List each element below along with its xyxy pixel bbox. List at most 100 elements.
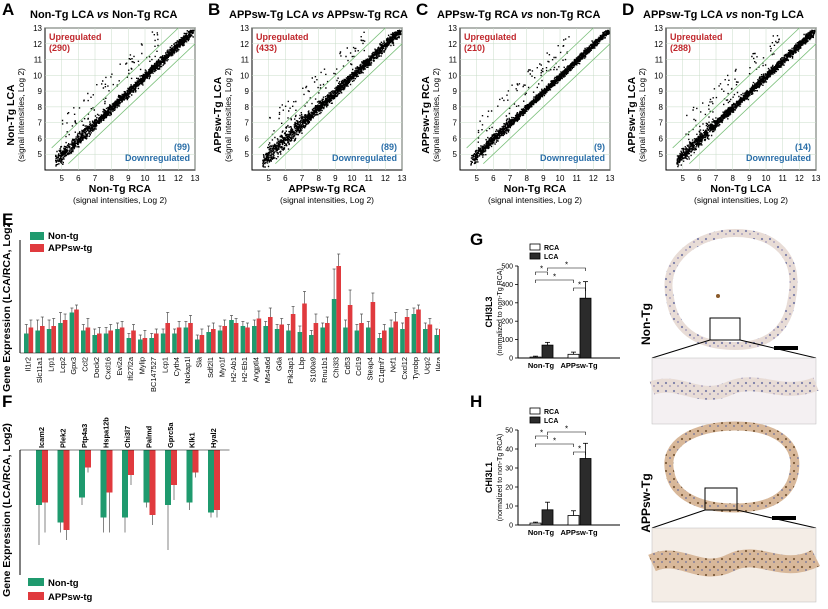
bar-f-appsw (106, 450, 113, 493)
y-tick-label: 8 (659, 103, 664, 112)
bar-e-appsw (359, 323, 364, 353)
x-tick-label: 6 (283, 174, 288, 183)
bar-e-nontg (195, 339, 200, 353)
yticks-a: 5 6 7 8 9 10 11 12 13 (33, 24, 42, 159)
significance-bracket (573, 451, 586, 455)
bar-e-appsw (233, 323, 239, 353)
xlabel-sub-b: (signal intensities, Log 2) (280, 195, 374, 205)
y-tick-label: 8 (38, 103, 43, 112)
zoom-box-top (709, 317, 741, 341)
significance-bracket (547, 267, 586, 271)
gene-label: Chi3l3 (331, 357, 340, 378)
bar-f-nontg (36, 450, 42, 505)
significance-bracket (535, 443, 574, 447)
gene-label: Ptp4a3 (80, 424, 89, 448)
significance-mark: * (578, 281, 581, 290)
legend-label-appsw: APPsw-tg (48, 243, 93, 254)
x-tick-label: 10 (762, 174, 771, 183)
gene-label: Ucp2 (423, 357, 432, 374)
scatter-panel-d: APPsw-Tg LCA vs non-Tg LCA APPsw-Tg LCA … (626, 9, 821, 205)
scatter-panel-a: Non-Tg LCA vs Non-Tg RCA Non-Tg LCA (sig… (5, 9, 200, 205)
y-tick-label: 10 (448, 71, 457, 80)
x-tick-label: 10 (141, 174, 150, 183)
bar-e-nontg (81, 330, 86, 353)
xlabel-b: APPsw-Tg RCA (288, 183, 366, 195)
gene-label: H2-Ab1 (229, 357, 238, 382)
down-label-b: Downregulated (332, 153, 397, 163)
bar-f-appsw (42, 450, 48, 503)
gene-label: Gda (274, 356, 283, 371)
grid-c (460, 27, 611, 170)
gene-label: Sdf2l1 (206, 357, 215, 378)
x-tick-label: 12 (589, 174, 598, 183)
x-tick-label: 6 (697, 174, 702, 183)
gene-label: Ifi27l2a (126, 356, 135, 381)
fold-line-down (68, 43, 196, 164)
scatter-points (470, 29, 610, 166)
ylabel-f: Gene Expression (LCA/RCA, Log2) (1, 423, 13, 597)
fold-line-up (466, 27, 594, 149)
x-tick-label: 5 (474, 174, 479, 183)
bar-chart-g: 0 100 200 300 400 500 CHI3L3 (normalized to non… (484, 243, 620, 370)
bar-e-nontg (377, 338, 382, 353)
ihc-label-nontg: Non-Tg (640, 303, 653, 345)
bar-f-appsw (85, 450, 91, 468)
bar-e-appsw (290, 314, 296, 353)
bar-e-appsw (325, 323, 330, 353)
down-count-c: (9) (594, 142, 605, 152)
grid-d (666, 27, 817, 170)
bar-f-nontg (100, 450, 107, 518)
yticks-c: 5 6 7 8 9 10 11 12 13 (448, 24, 457, 159)
panel-letter-h: H (470, 392, 483, 411)
x-tick-label: 11 (779, 174, 788, 183)
bar-e-appsw (62, 320, 68, 353)
scatter-points (262, 29, 402, 168)
xlabel-a: Non-Tg RCA (89, 183, 152, 195)
x-tick-label: 13 (398, 174, 407, 183)
bar-e-appsw (51, 326, 56, 353)
y-tick-label: 11 (449, 56, 458, 65)
significance-mark: * (578, 445, 581, 454)
y-tick-label: 11 (34, 56, 43, 65)
y-tick-label: 12 (33, 40, 42, 49)
title-b: APPsw-Tg LCA vs APPsw-Tg RCA (229, 9, 408, 21)
bar-f-appsw (128, 450, 134, 475)
ylabel-a: Non-Tg LCA (5, 84, 17, 146)
yticks-b: 5 6 7 8 9 10 11 12 13 (240, 24, 249, 159)
bar-e-appsw (279, 324, 284, 353)
significance-bracket (535, 279, 574, 283)
scatter-panel-c: APPsw-Tg RCA vs non-Tg RCA APPsw-Tg RCA … (420, 9, 615, 205)
legend-swatch-nontg (28, 578, 44, 586)
significance-bracket (535, 435, 548, 439)
y-tick-label: 6 (659, 134, 664, 143)
bar-f-nontg (79, 450, 85, 498)
gene-label: C1qtnf7 (377, 357, 386, 383)
panel-letter-b: B (208, 0, 221, 19)
bar-APPsw-Tg-LCA (579, 297, 592, 359)
category-label: Non-Tg (528, 361, 555, 370)
down-count-b: (89) (381, 142, 397, 152)
bar-e-appsw (336, 266, 341, 353)
gene-label: Ncf1 (388, 357, 397, 372)
y-tick-label: 5 (38, 150, 43, 159)
points-a (51, 27, 196, 167)
bar-e-nontg (206, 332, 211, 353)
vessel-ring-top (664, 228, 798, 351)
bar-e-nontg (434, 335, 439, 353)
significance-mark: * (540, 429, 543, 438)
y-tick-label: 10 (240, 71, 249, 80)
panel-letter-g: G (470, 230, 484, 249)
bar-e-appsw (370, 302, 376, 353)
ylabel-sub: (normalized to non-Tg RCA) (497, 268, 504, 356)
x-tick-label: 5 (59, 174, 64, 183)
y-tick-label: 0 (509, 356, 513, 363)
down-label-d: Downregulated (746, 153, 811, 163)
ylabel: CHI3L3 (484, 296, 494, 327)
scale-bar-top (774, 346, 798, 350)
gene-label: Slc11a1 (35, 357, 44, 383)
significance-mark: * (565, 425, 568, 434)
bar-f-appsw (192, 450, 199, 473)
fold-line-down (689, 43, 817, 164)
x-tick-label: 8 (730, 174, 735, 183)
bar-e-appsw (28, 327, 34, 353)
